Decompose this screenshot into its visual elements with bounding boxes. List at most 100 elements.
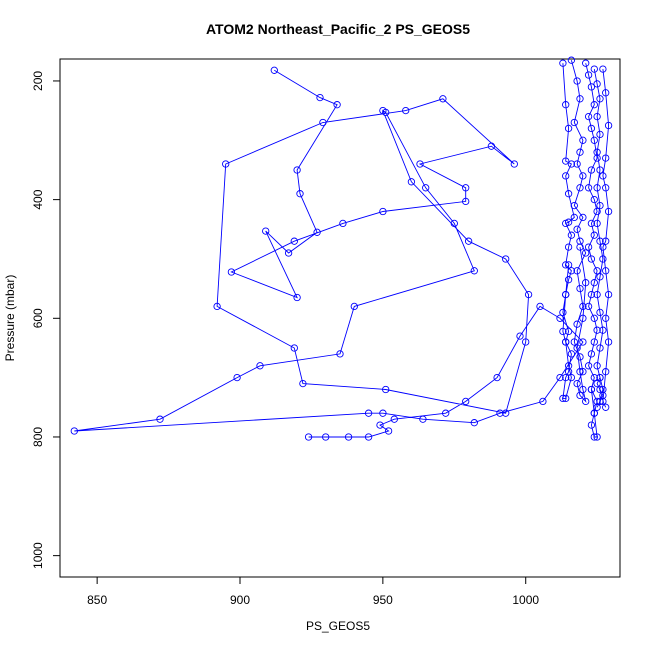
data-point xyxy=(516,332,524,340)
data-point xyxy=(590,338,598,346)
data-point xyxy=(559,308,567,317)
data-point xyxy=(602,89,610,97)
data-point xyxy=(599,385,607,394)
data-point xyxy=(559,59,567,67)
series-5 xyxy=(599,65,613,411)
data-point xyxy=(462,397,470,406)
data-point xyxy=(562,290,570,299)
data-point xyxy=(584,243,593,251)
data-point xyxy=(584,112,593,121)
data-point xyxy=(524,290,533,299)
series-1 xyxy=(559,59,578,403)
series-2 xyxy=(567,56,590,406)
data-point xyxy=(590,231,598,239)
data-point xyxy=(222,160,230,168)
data-point xyxy=(293,293,301,302)
data-point xyxy=(573,267,581,275)
data-point xyxy=(590,409,598,417)
data-point xyxy=(562,373,570,382)
data-point xyxy=(470,267,478,275)
data-point xyxy=(587,350,596,358)
data-point xyxy=(213,302,221,311)
data-point xyxy=(602,267,610,275)
data-point xyxy=(590,279,598,287)
x-tick-label: 850 xyxy=(87,593,107,607)
data-point xyxy=(593,80,601,88)
data-point xyxy=(364,409,373,417)
data-point xyxy=(582,279,590,287)
data-point xyxy=(422,184,430,192)
series-layer xyxy=(70,56,613,441)
data-point xyxy=(579,136,587,144)
data-point xyxy=(567,231,576,239)
data-point xyxy=(599,255,607,263)
data-point xyxy=(416,160,424,168)
data-point xyxy=(296,190,304,198)
y-tick-label: 400 xyxy=(31,189,45,209)
data-point xyxy=(602,237,610,245)
data-point xyxy=(156,415,164,423)
data-point xyxy=(464,237,473,245)
data-point xyxy=(604,207,613,216)
series-4 xyxy=(590,65,607,411)
data-point xyxy=(579,338,587,346)
data-point xyxy=(587,124,596,133)
data-point xyxy=(564,261,573,269)
data-point xyxy=(593,112,601,121)
data-point xyxy=(270,66,278,74)
data-point xyxy=(293,166,301,174)
data-point xyxy=(462,197,470,206)
data-point xyxy=(564,124,573,133)
data-point xyxy=(590,65,598,73)
data-point xyxy=(564,190,573,198)
data-point xyxy=(350,302,358,311)
data-point xyxy=(390,415,398,423)
data-point xyxy=(587,166,596,174)
data-point xyxy=(536,302,544,311)
data-point xyxy=(570,338,578,346)
chart-title: ATOM2 Northeast_Pacific_2 PS_GEOS5 xyxy=(206,21,470,37)
data-point xyxy=(579,368,587,376)
data-point xyxy=(376,421,384,429)
data-point xyxy=(599,243,607,251)
data-point xyxy=(564,276,573,284)
data-point xyxy=(419,415,427,423)
data-point xyxy=(582,249,590,257)
y-tick-label: 800 xyxy=(31,427,45,447)
data-point xyxy=(379,409,387,417)
data-point xyxy=(596,373,604,382)
data-point xyxy=(593,184,601,192)
data-point xyxy=(587,385,596,394)
y-axis-label: Pressure (mbar) xyxy=(3,275,17,362)
data-point xyxy=(333,101,341,109)
data-point xyxy=(596,344,604,352)
data-point xyxy=(584,71,593,79)
data-point xyxy=(593,403,601,411)
data-point xyxy=(450,219,458,228)
data-point xyxy=(593,290,601,299)
data-point xyxy=(587,290,596,299)
data-point xyxy=(579,213,587,222)
data-point xyxy=(596,166,604,174)
data-point xyxy=(564,327,573,336)
data-point xyxy=(573,379,581,388)
series-line xyxy=(585,63,598,438)
x-tick-label: 900 xyxy=(230,593,250,607)
y-axis: 200 400 600 800 1000 xyxy=(31,71,60,569)
data-point xyxy=(382,108,390,117)
data-point xyxy=(562,219,570,228)
data-point xyxy=(573,225,581,233)
data-point xyxy=(556,373,564,382)
series-3 xyxy=(582,59,601,441)
data-point xyxy=(570,118,578,127)
data-point xyxy=(539,397,547,406)
data-point xyxy=(562,157,570,165)
data-point xyxy=(576,368,584,376)
data-point xyxy=(562,172,570,180)
data-point xyxy=(556,314,564,322)
data-point xyxy=(336,350,344,358)
data-point xyxy=(227,268,236,276)
data-point xyxy=(316,93,324,102)
data-point xyxy=(379,207,387,216)
